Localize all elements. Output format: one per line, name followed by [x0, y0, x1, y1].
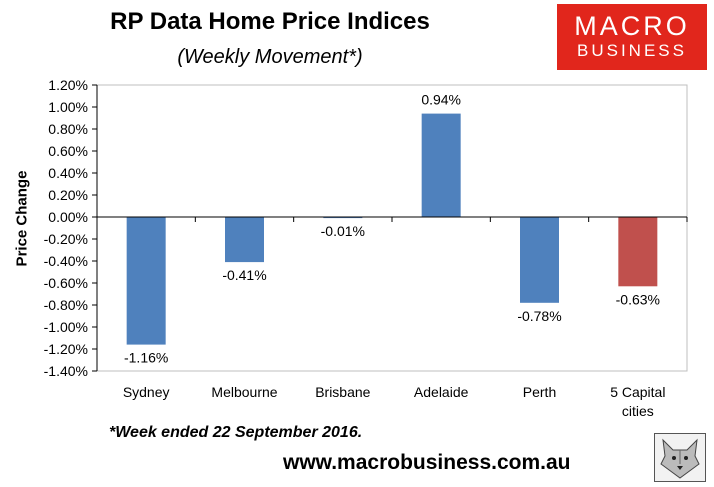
y-tick-label: -0.20%: [44, 231, 88, 247]
wolf-logo-icon: [654, 433, 706, 482]
logo-line-2: BUSINESS: [577, 41, 687, 60]
y-tick-label: 0.20%: [48, 187, 88, 203]
data-label: -0.63%: [616, 291, 660, 307]
macrobusiness-logo: MACRO BUSINESS: [557, 4, 707, 70]
x-category-label: Adelaide: [414, 384, 469, 400]
footnote: *Week ended 22 September 2016.: [109, 424, 363, 441]
bar-1: [225, 217, 264, 263]
x-category-label: 5 Capital: [610, 384, 665, 400]
logo-line-1: MACRO: [574, 11, 690, 41]
website-url: www.macrobusiness.com.au: [283, 451, 571, 474]
y-tick-label: -0.80%: [44, 297, 88, 313]
x-category-label: Perth: [523, 384, 556, 400]
data-label: -1.16%: [124, 350, 168, 366]
y-tick-label: -1.40%: [44, 363, 88, 379]
bar-5: [618, 217, 658, 287]
bar-0: [126, 217, 166, 345]
y-tick-label: 1.00%: [48, 99, 88, 115]
y-tick-label: 0.80%: [48, 121, 88, 137]
y-tick-label: -0.60%: [44, 275, 88, 291]
data-label: -0.78%: [517, 308, 561, 324]
bar-2: [323, 217, 363, 219]
x-category-label: Sydney: [123, 384, 170, 400]
x-category-label: Brisbane: [315, 384, 370, 400]
y-tick-label: 1.20%: [48, 77, 88, 93]
plot-area: [96, 84, 688, 372]
y-tick-label: -0.40%: [44, 253, 88, 269]
x-category-label: cities: [622, 403, 654, 419]
y-tick-label: 0.60%: [48, 143, 88, 159]
chart-subtitle: (Weekly Movement*): [177, 46, 363, 68]
y-tick-label: -1.00%: [44, 319, 88, 335]
data-label: -0.41%: [222, 267, 266, 283]
y-tick-label: 0.40%: [48, 165, 88, 181]
chart-title: RP Data Home Price Indices: [110, 8, 430, 35]
y-tick-label: -1.20%: [44, 341, 88, 357]
bar-4: [520, 217, 559, 303]
bar-3: [421, 113, 461, 217]
data-label: -0.01%: [321, 223, 365, 239]
y-tick-label: 0.00%: [48, 209, 88, 225]
x-category-label: Melbourne: [211, 384, 277, 400]
data-label: 0.94%: [421, 92, 461, 108]
